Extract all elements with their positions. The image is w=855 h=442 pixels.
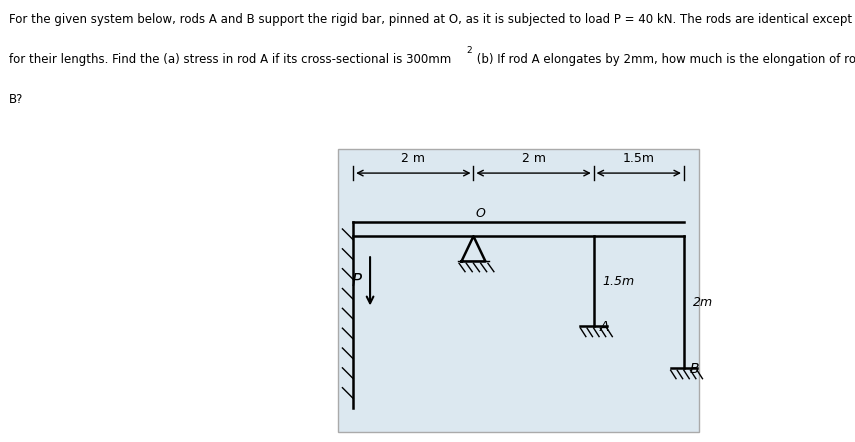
Text: 2: 2: [466, 46, 472, 55]
Text: for their lengths. Find the (a) stress in rod A if its cross-sectional is 300mm: for their lengths. Find the (a) stress i…: [9, 53, 451, 66]
Text: 1.5m: 1.5m: [603, 275, 634, 288]
Text: B?: B?: [9, 93, 23, 106]
Text: 2 m: 2 m: [522, 152, 545, 165]
Text: A: A: [599, 320, 610, 334]
Text: B: B: [690, 362, 699, 377]
FancyBboxPatch shape: [339, 149, 699, 431]
Text: O: O: [476, 207, 486, 220]
Text: For the given system below, rods A and B support the rigid bar, pinned at O, as : For the given system below, rods A and B…: [9, 13, 852, 26]
Text: 2 m: 2 m: [401, 152, 425, 165]
Text: 1.5m: 1.5m: [622, 152, 655, 165]
Text: P: P: [352, 272, 362, 290]
Text: (b) If rod A elongates by 2mm, how much is the elongation of rod: (b) If rod A elongates by 2mm, how much …: [473, 53, 855, 66]
Text: 2m: 2m: [693, 296, 713, 309]
